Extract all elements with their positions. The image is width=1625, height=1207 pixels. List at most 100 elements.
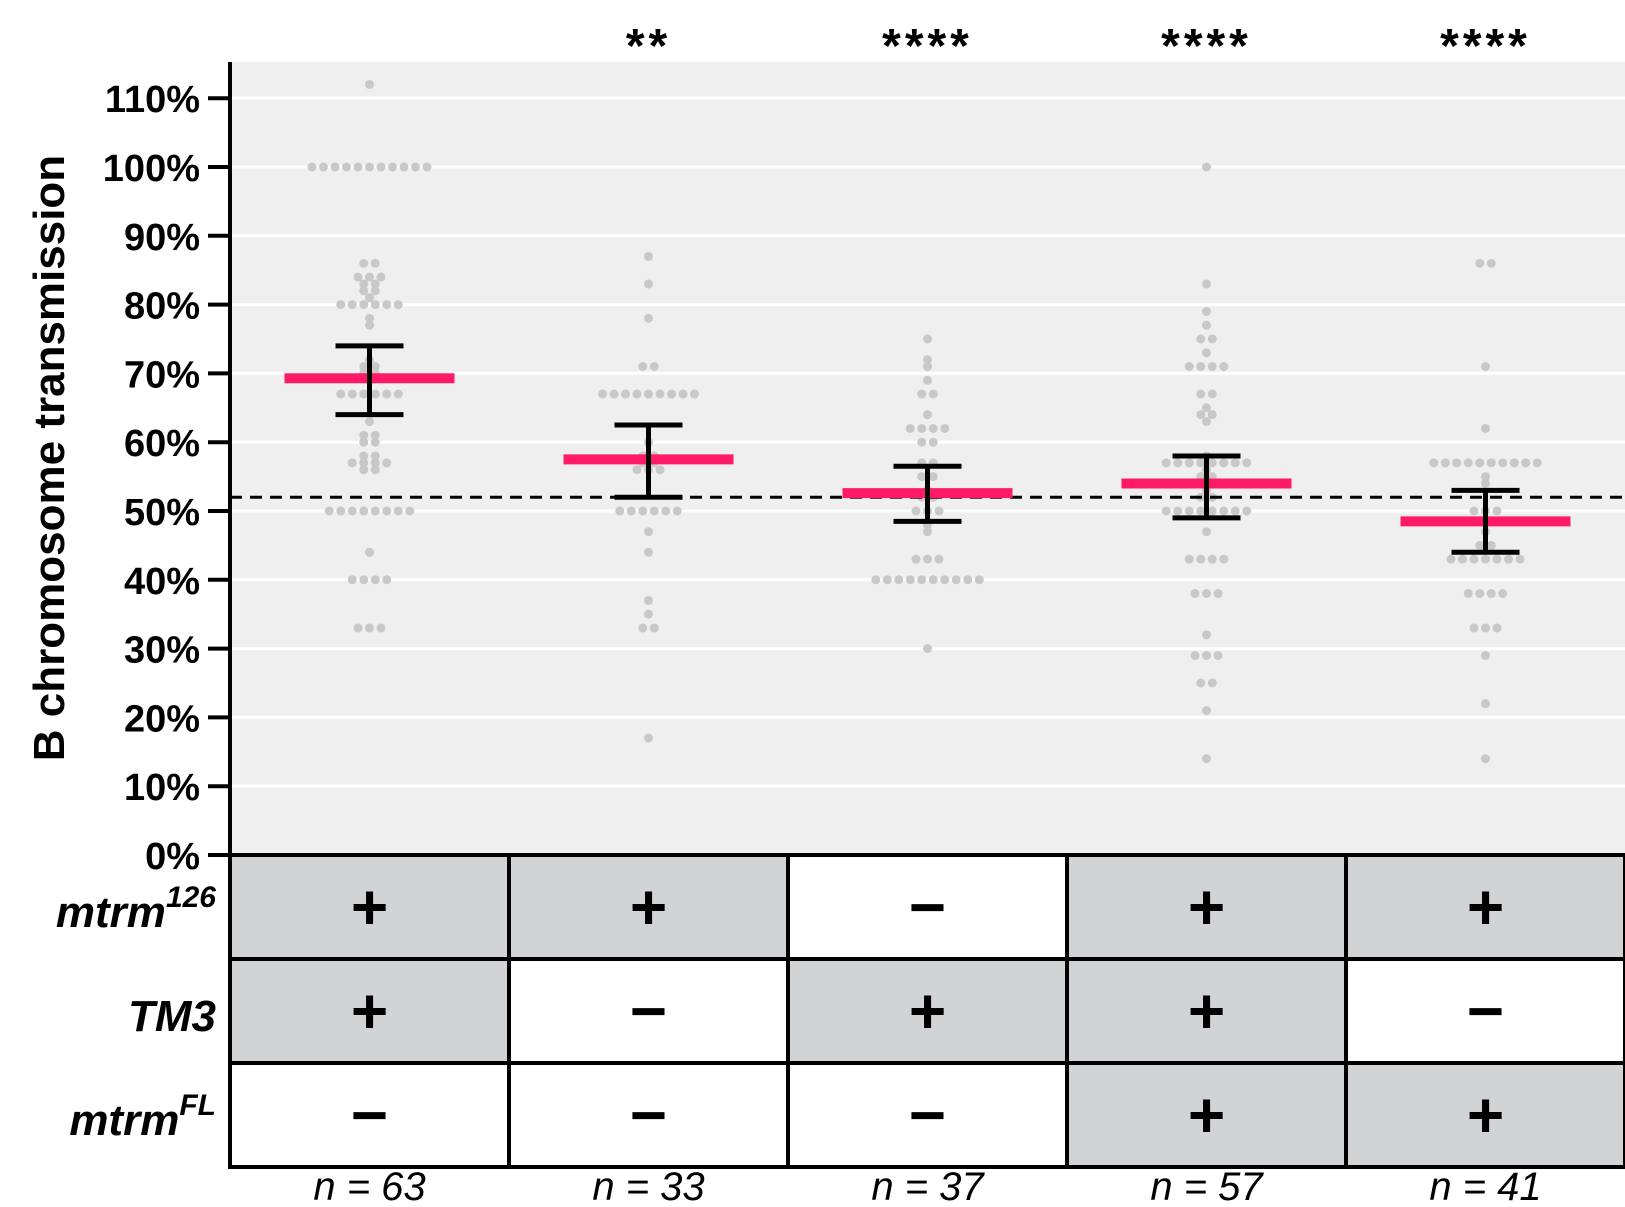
data-point: [1498, 458, 1508, 468]
data-point: [963, 575, 973, 585]
data-point: [661, 506, 671, 516]
data-point: [1481, 423, 1490, 433]
data-point: [1184, 554, 1194, 564]
data-point: [923, 334, 932, 344]
y-tick-label: 20%: [124, 698, 200, 740]
y-tick-label: 40%: [124, 561, 200, 603]
data-point: [376, 623, 386, 633]
data-point: [1161, 458, 1171, 468]
data-point: [644, 733, 653, 743]
data-point: [1481, 699, 1490, 709]
data-point: [347, 300, 357, 310]
data-point: [1486, 589, 1496, 599]
data-point: [365, 623, 374, 633]
data-point: [923, 410, 932, 420]
genotype-sign: −: [630, 1079, 667, 1151]
data-point: [353, 272, 363, 282]
data-point: [330, 162, 340, 172]
data-point: [365, 162, 374, 172]
genotype-sign: +: [1188, 975, 1225, 1047]
significance-label: ****: [1161, 20, 1252, 73]
data-point: [359, 437, 369, 447]
data-point: [393, 300, 403, 310]
sample-size-label: n = 63: [313, 1165, 425, 1207]
data-point: [365, 79, 374, 89]
data-point: [1219, 362, 1229, 372]
sample-size-label: n = 33: [592, 1165, 704, 1207]
data-point: [370, 506, 380, 516]
data-point: [1475, 589, 1485, 599]
data-point: [923, 644, 932, 654]
data-point: [1173, 506, 1183, 516]
data-point: [1230, 506, 1240, 516]
data-point: [1196, 554, 1206, 564]
data-point: [370, 362, 380, 372]
data-point: [1469, 506, 1479, 516]
data-point: [1207, 389, 1217, 399]
y-tick-label: 0%: [145, 836, 200, 878]
data-point: [1207, 362, 1217, 372]
data-point: [609, 389, 619, 399]
data-point: [359, 286, 369, 296]
sample-size-label: n = 57: [1150, 1165, 1264, 1207]
data-point: [655, 389, 665, 399]
data-point: [1515, 554, 1525, 564]
data-point: [1481, 650, 1490, 660]
data-point: [911, 554, 921, 564]
data-point: [672, 506, 682, 516]
plot-background: [230, 62, 1625, 855]
data-point: [336, 506, 346, 516]
data-point: [644, 279, 653, 289]
data-point: [324, 506, 334, 516]
data-point: [365, 272, 374, 282]
data-point: [917, 437, 927, 447]
significance-label: ****: [1440, 20, 1531, 73]
data-point: [632, 465, 642, 475]
data-point: [382, 389, 392, 399]
data-point: [911, 506, 921, 516]
data-point: [382, 458, 392, 468]
data-point: [1219, 506, 1229, 516]
data-point: [1440, 458, 1450, 468]
data-point: [923, 554, 932, 564]
data-point: [638, 362, 648, 372]
genotype-row-label: mtrmFL: [69, 1089, 216, 1145]
data-point: [370, 300, 380, 310]
data-point: [359, 258, 369, 268]
data-point: [370, 451, 380, 461]
data-point: [365, 417, 374, 427]
data-point: [1509, 458, 1519, 468]
data-point: [1202, 348, 1211, 358]
y-tick-label: 60%: [124, 423, 200, 465]
genotype-sign: −: [1467, 975, 1504, 1047]
data-point: [1196, 389, 1206, 399]
genotype-cell: [1344, 1061, 1625, 1169]
data-point: [690, 389, 699, 399]
data-point: [376, 162, 386, 172]
sample-size-labels: n = 63 n = 33 n = 37 n = 57 n = 41: [313, 1165, 1541, 1207]
data-point: [370, 286, 380, 296]
y-tick-label: 80%: [124, 286, 200, 328]
genotype-sign: −: [351, 1079, 388, 1151]
genotype-sign: +: [1188, 871, 1225, 943]
data-point: [1190, 650, 1200, 660]
genotype-cell: [228, 1061, 511, 1169]
data-point: [1469, 554, 1479, 564]
data-point: [1219, 458, 1229, 468]
data-point: [1202, 279, 1211, 289]
data-point: [951, 575, 961, 585]
data-point: [1207, 410, 1217, 420]
data-point: [359, 506, 369, 516]
data-point: [644, 527, 653, 537]
data-point: [370, 437, 380, 447]
data-point: [370, 258, 380, 268]
data-point: [365, 313, 374, 323]
data-point: [1202, 527, 1211, 537]
data-point: [917, 575, 927, 585]
data-point: [1532, 458, 1542, 468]
data-point: [940, 423, 950, 433]
data-point: [1173, 458, 1183, 468]
data-point: [1463, 589, 1473, 599]
sample-size-label: n = 37: [871, 1165, 985, 1207]
genotype-cell: [1065, 853, 1348, 961]
